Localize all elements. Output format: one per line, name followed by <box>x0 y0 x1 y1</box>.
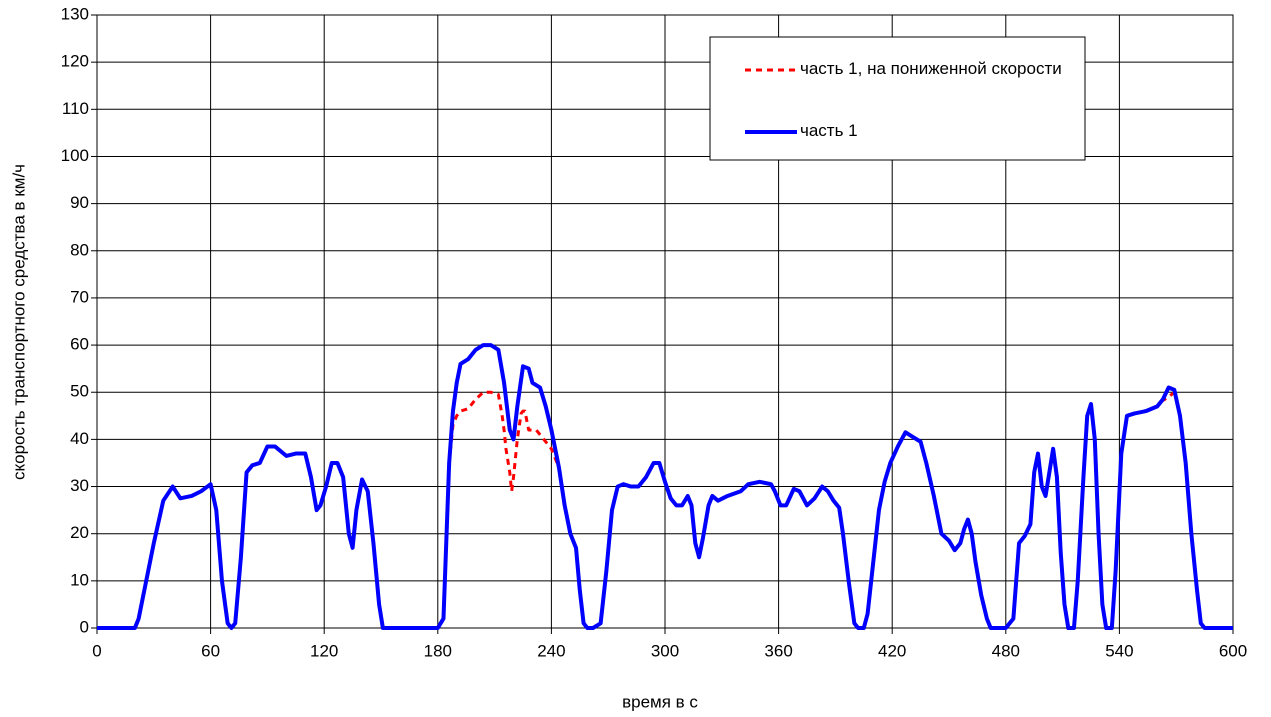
x-tick-label: 420 <box>878 641 906 660</box>
y-tick-label: 50 <box>70 382 89 401</box>
y-tick-label: 90 <box>70 193 89 212</box>
y-tick-label: 60 <box>70 335 89 354</box>
x-tick-label: 0 <box>92 641 101 660</box>
y-tick-label: 100 <box>61 146 89 165</box>
x-tick-label: 300 <box>651 641 679 660</box>
legend-label: часть 1, на пониженной скорости <box>800 59 1062 78</box>
y-tick-label: 10 <box>70 570 89 589</box>
x-tick-label: 180 <box>424 641 452 660</box>
legend-item: часть 1, на пониженной скорости <box>800 59 1062 78</box>
x-tick-label: 480 <box>992 641 1020 660</box>
y-tick-label: 40 <box>70 429 89 448</box>
y-tick-label: 20 <box>70 523 89 542</box>
x-tick-label: 240 <box>537 641 565 660</box>
y-tick-label: 110 <box>62 99 89 118</box>
y-tick-label: 80 <box>70 240 89 259</box>
y-tick-label: 30 <box>70 476 89 495</box>
x-axis-label: время в с <box>622 692 698 711</box>
y-tick-label: 70 <box>70 287 89 306</box>
y-tick-label: 120 <box>61 52 89 71</box>
y-axis-label: скорость транспортного средства в км/ч <box>9 164 28 480</box>
x-tick-label: 360 <box>764 641 792 660</box>
plot-frame <box>96 14 1234 629</box>
data-line <box>97 343 1233 630</box>
x-tick-label: 120 <box>310 641 338 660</box>
legend-label: часть 1 <box>800 121 858 140</box>
y-tick-label: 130 <box>61 4 89 23</box>
x-tick-label: 60 <box>201 641 220 660</box>
y-tick-label: 0 <box>80 617 89 636</box>
legend-item: часть 1 <box>800 121 858 140</box>
x-tick-label: 600 <box>1219 641 1247 660</box>
x-tick-label: 540 <box>1105 641 1133 660</box>
legend-box <box>709 36 1086 161</box>
